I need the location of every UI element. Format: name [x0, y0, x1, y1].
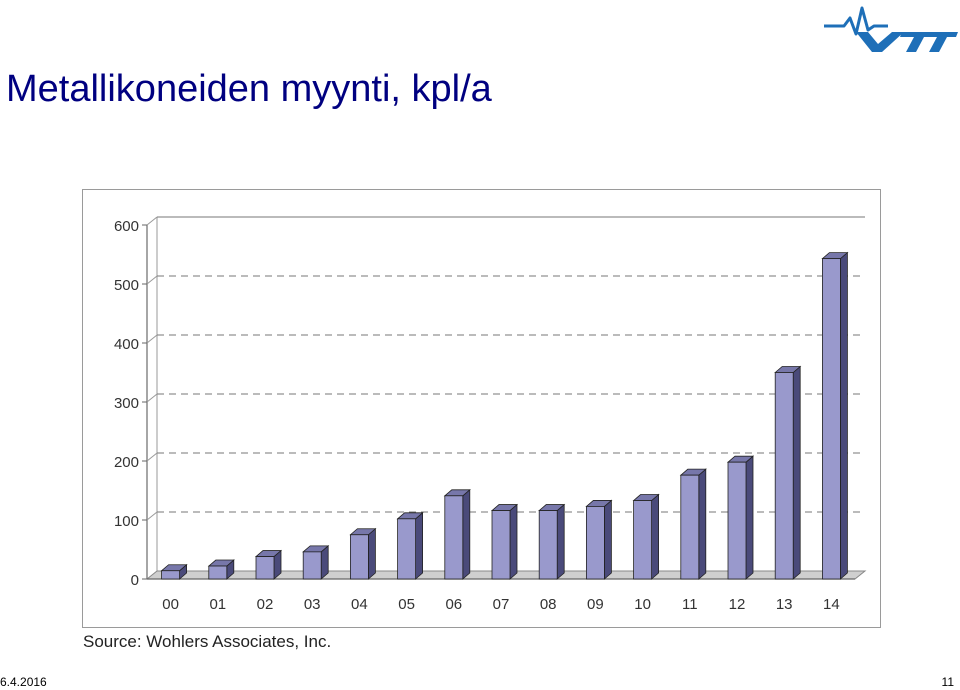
bar — [633, 500, 652, 580]
chart-frame: 0 100 200 300 400 500 600 00 01 02 03 04 05 06 07 08 09 1… — [82, 189, 881, 628]
bar — [349, 534, 369, 580]
x-tick-label: 01 — [209, 596, 226, 613]
y-tick-label: 400 — [114, 336, 139, 353]
gridline-diagonal — [146, 511, 158, 521]
gridline-diagonal — [146, 275, 158, 285]
bar-side — [651, 493, 659, 580]
bar — [208, 565, 228, 580]
bar-side — [698, 468, 707, 580]
logo-letters — [856, 32, 958, 52]
bar — [302, 551, 322, 580]
bar — [585, 506, 605, 580]
bar — [397, 518, 417, 580]
bar — [680, 474, 700, 580]
x-tick-label: 11 — [682, 596, 698, 613]
bar — [774, 372, 794, 580]
bar-side — [745, 455, 754, 580]
bar-side — [462, 488, 471, 580]
x-tick-label: 13 — [776, 596, 793, 613]
page-number: 11 — [941, 675, 954, 689]
bar-side — [509, 503, 518, 580]
x-tick-label: 03 — [304, 596, 321, 613]
footer-date: 6.4.2016 — [0, 675, 47, 689]
bar-side — [367, 527, 376, 580]
x-tick-label: 14 — [823, 596, 840, 613]
gridline-diagonal — [146, 452, 158, 462]
bar-side — [415, 511, 424, 580]
bar — [822, 258, 841, 580]
vtt-logo — [824, 6, 958, 52]
x-tick-label: 02 — [257, 596, 274, 613]
y-tick-label: 0 — [131, 572, 139, 589]
source-note: Source: Wohlers Associates, Inc. — [83, 632, 332, 651]
y-tick-label: 600 — [114, 218, 139, 235]
x-tick-label: 08 — [540, 596, 557, 613]
y-tick-label: 300 — [114, 395, 139, 412]
bar-side — [556, 503, 565, 580]
gridline-diagonal — [146, 393, 158, 403]
gridline-diagonal — [146, 216, 158, 226]
y-tick-label: 200 — [114, 454, 139, 471]
bar — [255, 556, 275, 580]
x-tick-label: 06 — [445, 596, 462, 613]
bar — [491, 510, 511, 580]
logo-wave-icon — [824, 6, 888, 36]
gridline-diagonal — [146, 334, 158, 344]
bar-side — [840, 251, 848, 580]
bar — [727, 461, 747, 580]
x-tick-label: 00 — [162, 596, 179, 613]
bar-chart: 0 100 200 300 400 500 600 00 01 02 03 04 05 06 07 08 09 1… — [114, 216, 867, 613]
x-tick-label: 10 — [634, 596, 651, 613]
slide-title: Metallikoneiden myynti, kpl/a — [6, 68, 492, 110]
x-tick-label: 07 — [493, 596, 510, 613]
bar — [538, 510, 558, 580]
x-tick-label: 09 — [587, 596, 604, 613]
bar-side — [792, 365, 801, 580]
bar-side — [604, 499, 612, 580]
x-tick-label: 05 — [398, 596, 415, 613]
y-tick-label: 100 — [114, 513, 139, 530]
y-tick-label: 500 — [114, 277, 139, 294]
x-tick-label: 04 — [351, 596, 368, 613]
bar — [444, 495, 464, 580]
bar — [161, 570, 180, 580]
x-tick-label: 12 — [729, 596, 746, 613]
